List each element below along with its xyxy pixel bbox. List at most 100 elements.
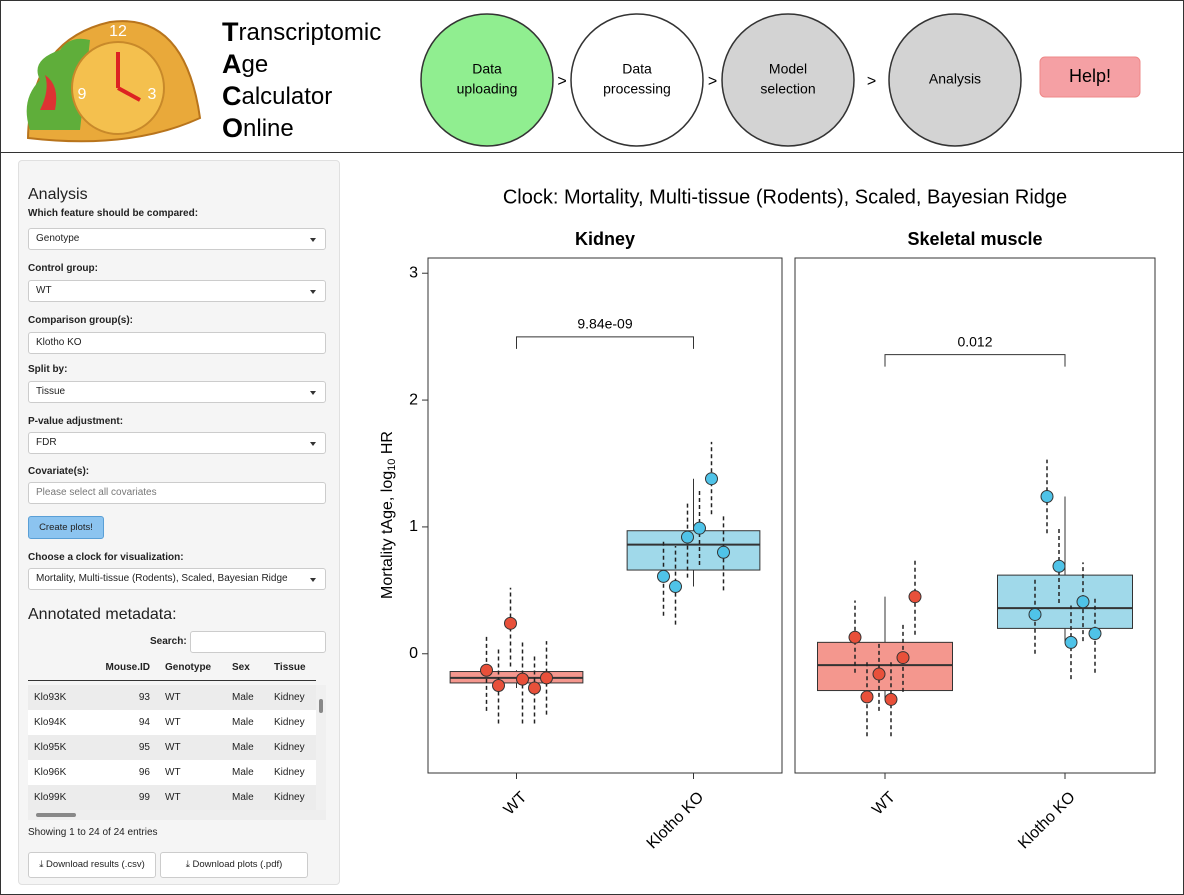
step-label: Data — [472, 61, 502, 77]
step-label: uploading — [457, 81, 518, 97]
download-csv[interactable]: ⤓ Download results (.csv) — [28, 852, 156, 878]
x-tick-label: WT — [869, 789, 899, 819]
point — [706, 473, 718, 485]
point — [670, 581, 682, 593]
step-label: selection — [760, 81, 815, 97]
split-select[interactable]: Tissue — [28, 381, 326, 403]
panel-title: Kidney — [575, 229, 635, 249]
row-name: Klo94K — [34, 717, 66, 728]
step-label: Data — [622, 61, 652, 77]
table-cell: Male — [232, 767, 254, 778]
table-cell: 99 — [110, 792, 150, 803]
y-tick-label: 0 — [409, 645, 418, 662]
title-line: Online — [222, 113, 294, 143]
table-cell: WT — [165, 792, 181, 803]
row-name: Klo95K — [34, 742, 66, 753]
point — [1029, 608, 1041, 620]
title-line: Transcriptomic — [222, 17, 381, 47]
download-label: Download results (.csv) — [46, 859, 145, 870]
table-cell: 93 — [110, 692, 150, 703]
point — [493, 679, 505, 691]
y-tick-label: 2 — [409, 391, 418, 408]
field-label: Comparison group(s): — [28, 315, 133, 326]
field-label: Which feature should be compared: — [28, 208, 198, 219]
y-label-sub: 10 — [386, 459, 398, 471]
point — [541, 672, 553, 684]
title-rest: alculator — [242, 83, 333, 110]
column-header: Genotype — [165, 662, 211, 673]
search-input[interactable] — [190, 631, 326, 653]
chart-title: Clock: Mortality, Multi-tissue (Rodents)… — [503, 186, 1067, 208]
point — [1065, 636, 1077, 648]
svg-text:9: 9 — [78, 86, 87, 103]
title-initial: A — [222, 49, 242, 79]
table-cell: 96 — [110, 767, 150, 778]
title-initial: C — [222, 81, 242, 111]
svg-text:3: 3 — [148, 86, 157, 103]
step-separator: > — [867, 73, 876, 90]
table-cell: WT — [165, 717, 181, 728]
covariate-input[interactable]: Please select all covariates — [28, 482, 326, 504]
table-cell: Male — [232, 717, 254, 728]
point — [481, 664, 493, 676]
point — [849, 631, 861, 643]
box — [998, 575, 1133, 628]
svg-text:12: 12 — [109, 23, 127, 40]
adjust-select[interactable]: FDR — [28, 432, 326, 454]
panel-frame — [428, 258, 782, 773]
table-cell: Male — [232, 792, 254, 803]
point — [658, 570, 670, 582]
table-cell: Kidney — [274, 792, 305, 803]
table-cell: Male — [232, 742, 254, 753]
x-tick-label: Klotho KO — [644, 789, 708, 853]
field-label: Split by: — [28, 364, 67, 375]
download-label: Download plots (.pdf) — [193, 859, 283, 870]
y-tick-label: 1 — [409, 518, 418, 535]
point — [1089, 627, 1101, 639]
table-cell: Kidney — [274, 742, 305, 753]
point — [909, 591, 921, 603]
logo: 12 9 3 — [27, 21, 200, 141]
field-label: Choose a clock for visualization: — [28, 552, 184, 563]
y-axis-label: Mortality tAge, log10 HR — [379, 431, 398, 599]
point — [517, 673, 529, 685]
column-header: Sex — [232, 662, 250, 673]
y-tick-label: 3 — [409, 264, 418, 281]
point — [897, 652, 909, 664]
point — [682, 531, 694, 543]
page: 12 9 3 TranscriptomicAgeCalculatorOnline… — [0, 0, 1184, 895]
point — [1053, 560, 1065, 572]
y-label-rest: HR — [379, 431, 396, 459]
table-cell: WT — [165, 767, 181, 778]
feature-select[interactable]: Genotype — [28, 228, 326, 250]
row-name: Klo96K — [34, 767, 66, 778]
point — [718, 546, 730, 558]
title-initial: O — [222, 113, 243, 143]
point — [529, 682, 541, 694]
create-button[interactable]: Create plots! — [28, 516, 104, 539]
step-label: Analysis — [929, 71, 981, 87]
metadata-heading: Annotated metadata: — [28, 606, 177, 624]
step-label: processing — [603, 81, 671, 97]
step-separator: > — [708, 73, 717, 90]
x-tick-label: Klotho KO — [1015, 789, 1079, 853]
row-name: Klo99K — [34, 792, 66, 803]
table-cell: WT — [165, 742, 181, 753]
significance-bracket — [517, 337, 694, 349]
p-value: 0.012 — [957, 333, 992, 349]
point — [1041, 490, 1053, 502]
p-value: 9.84e-09 — [577, 316, 632, 332]
field-label: Control group: — [28, 263, 98, 274]
title-line: Age — [222, 49, 268, 79]
control-select[interactable]: WT — [28, 280, 326, 302]
table-cell: Kidney — [274, 692, 305, 703]
help-label[interactable]: Help! — [1069, 66, 1111, 86]
download-pdf[interactable]: ⤓ Download plots (.pdf) — [160, 852, 308, 878]
search-label: Search: — [150, 636, 187, 647]
clock-select[interactable]: Mortality, Multi-tissue (Rodents), Scale… — [28, 568, 326, 590]
h-scrollbar[interactable] — [28, 810, 326, 820]
step-label: Model — [769, 61, 807, 77]
comparison-input[interactable]: Klotho KO — [28, 332, 326, 354]
v-scrollbar[interactable] — [316, 685, 326, 810]
